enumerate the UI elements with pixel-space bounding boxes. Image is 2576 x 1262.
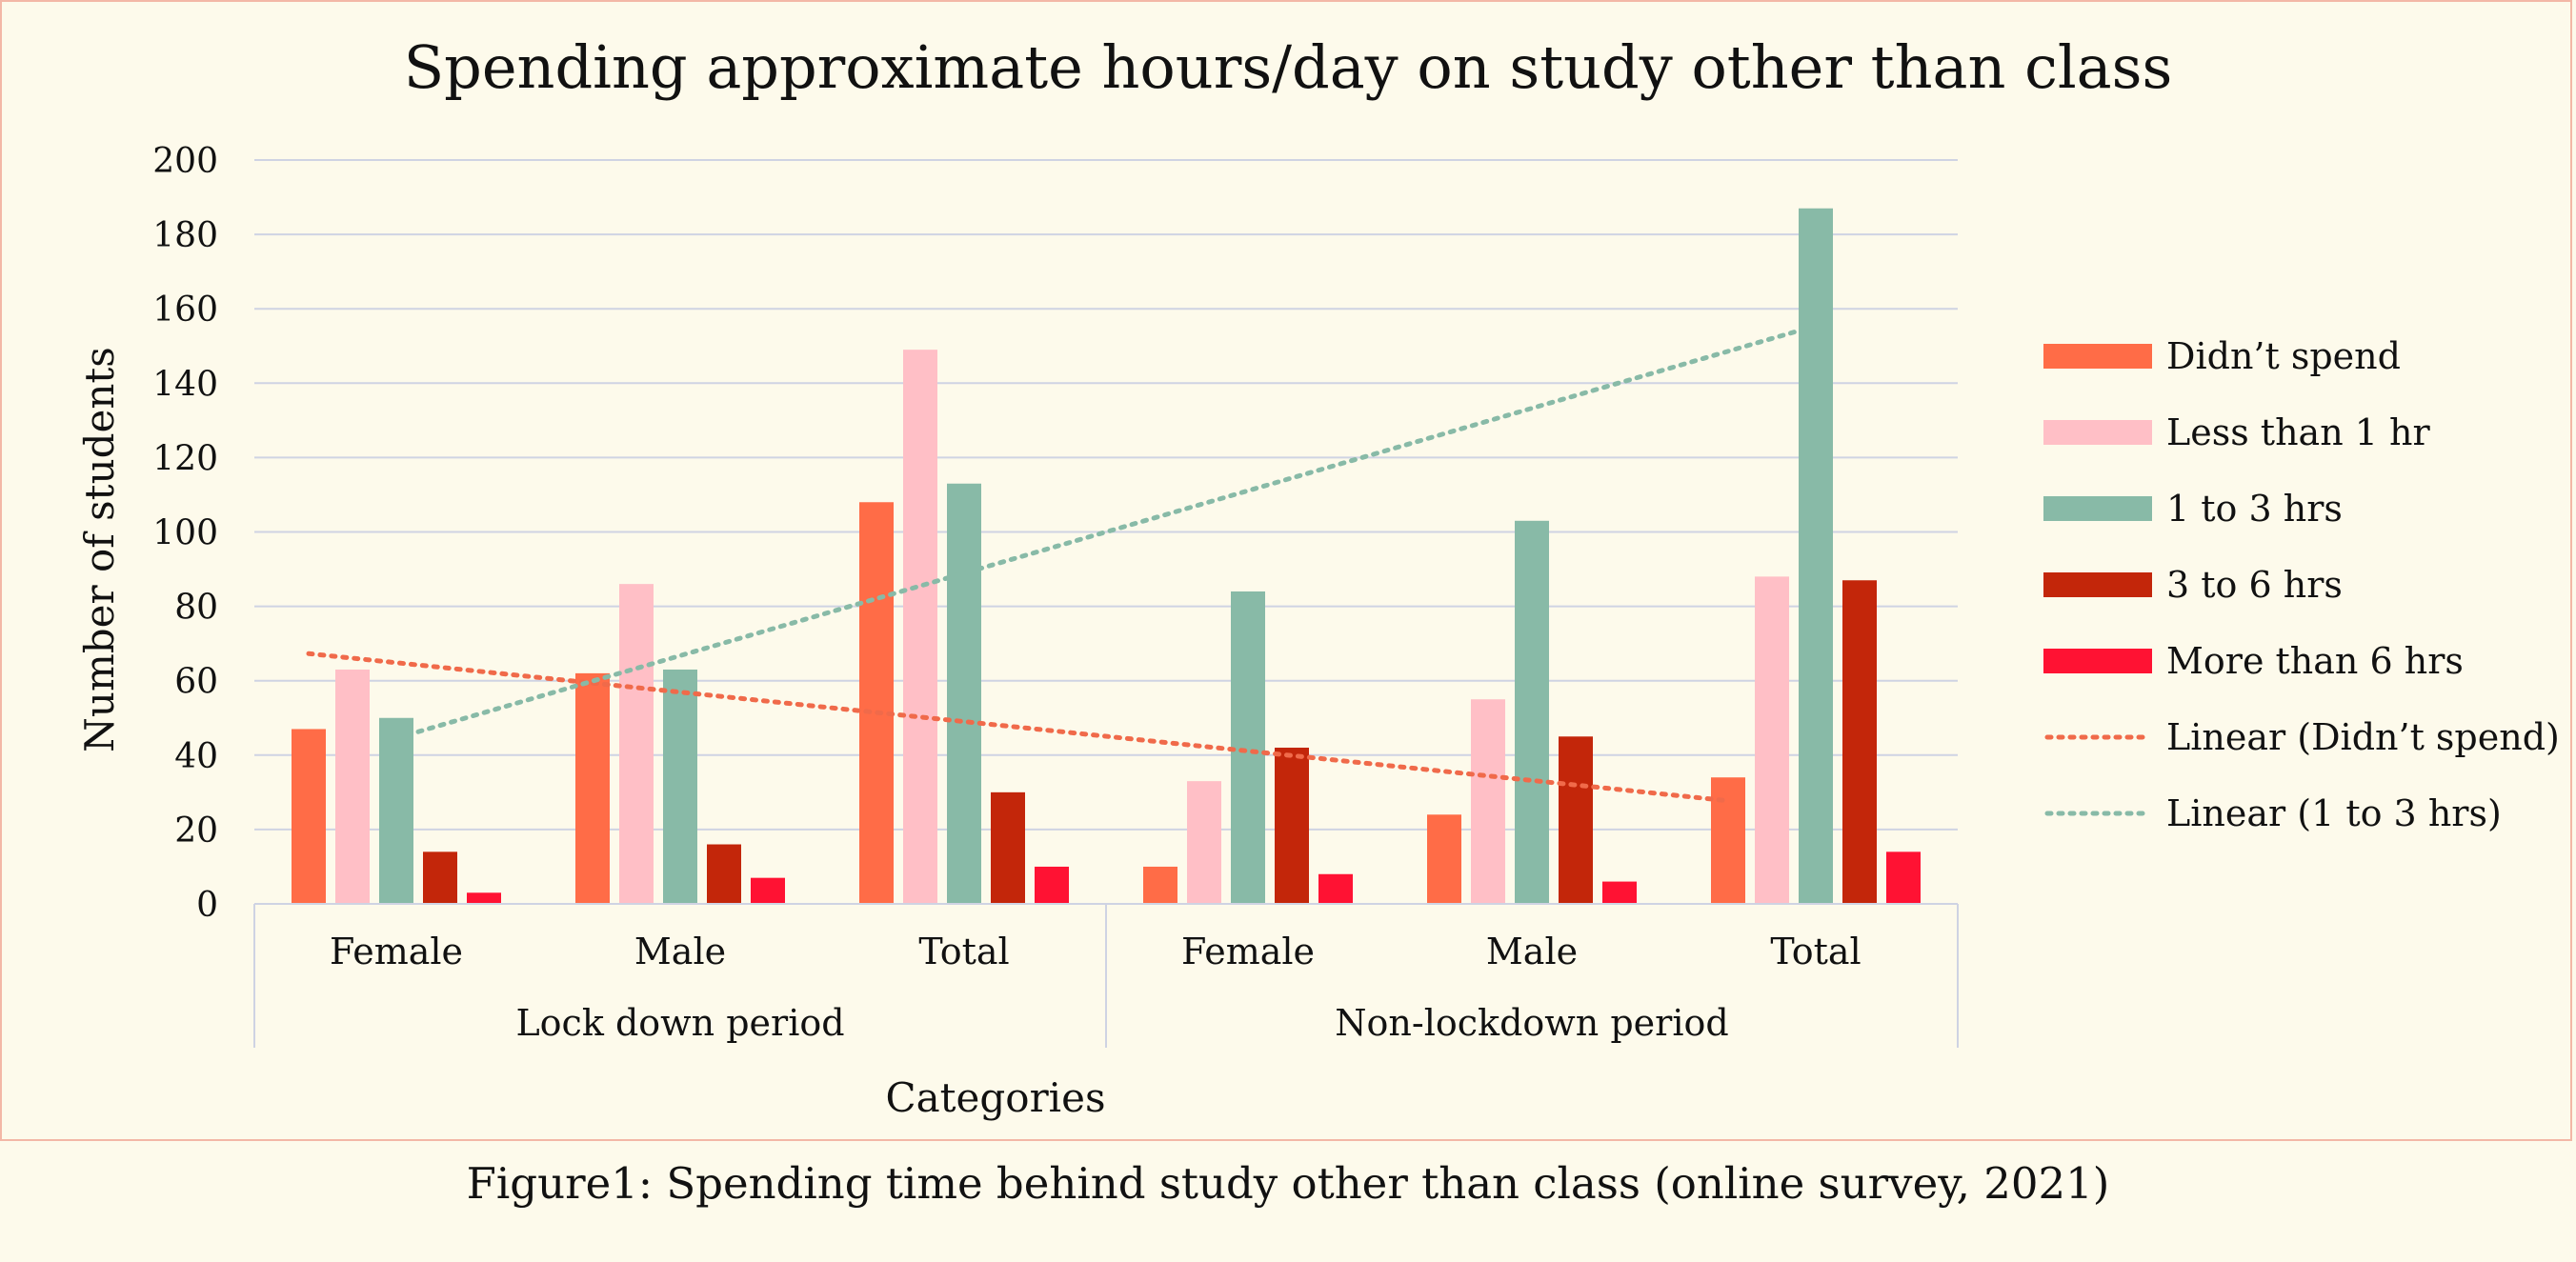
y-tick-label: 200	[152, 142, 218, 181]
bar	[903, 350, 937, 904]
y-tick-label: 140	[152, 365, 218, 404]
y-axis-label: Number of students	[76, 347, 123, 752]
bar	[751, 877, 785, 904]
bar	[379, 717, 413, 904]
x-tick-label: Total	[1770, 931, 1861, 972]
bar	[575, 672, 610, 904]
y-tick-label: 80	[174, 589, 218, 628]
x-tick-label: Female	[330, 931, 463, 972]
x-tick-label: Male	[634, 931, 726, 972]
legend-swatch	[2043, 420, 2152, 445]
legend-label: Linear (1 to 3 hrs)	[2166, 792, 2502, 834]
figure-caption: Figure1: Spending time behind study othe…	[466, 1158, 2110, 1209]
y-tick-label: 0	[196, 886, 218, 925]
bar	[1755, 576, 1789, 904]
legend-label: Linear (Didn’t spend)	[2166, 716, 2560, 758]
bar	[1427, 814, 1461, 904]
chart-title: Spending approximate hours/day on study …	[404, 32, 2173, 102]
y-tick-label: 180	[152, 216, 218, 255]
bar	[1886, 851, 1921, 904]
group-label: Non-lockdown period	[1335, 1002, 1728, 1044]
y-tick-label: 20	[174, 811, 218, 851]
x-tick-label: Total	[918, 931, 1009, 972]
legend-label: More than 6 hrs	[2166, 640, 2464, 682]
chart-panel: Spending approximate hours/day on study …	[0, 0, 2572, 1141]
bar	[707, 844, 741, 904]
x-axis-label: Categories	[886, 1074, 1106, 1121]
bar	[1318, 873, 1353, 904]
bar	[663, 669, 697, 904]
y-tick-label: 60	[174, 663, 218, 702]
bar-chart: Spending approximate hours/day on study …	[76, 32, 2560, 1121]
x-tick-label: Female	[1181, 931, 1315, 972]
bar	[1187, 781, 1221, 904]
bar	[1842, 580, 1877, 904]
bar	[1799, 208, 1833, 904]
bar	[947, 483, 981, 904]
y-tick-label: 100	[152, 514, 218, 553]
bar	[1711, 777, 1745, 904]
bar	[859, 502, 894, 904]
legend-label: Less than 1 hr	[2166, 411, 2430, 453]
bar	[991, 791, 1025, 904]
bar	[1602, 881, 1637, 904]
bar	[292, 729, 326, 904]
bar	[1515, 520, 1549, 904]
legend-swatch	[2043, 496, 2152, 521]
bar	[1231, 591, 1265, 904]
legend-label: Didn’t spend	[2166, 335, 2401, 377]
bar	[467, 892, 501, 904]
bar	[1035, 866, 1069, 904]
bar	[335, 669, 370, 904]
legend-swatch	[2043, 649, 2152, 673]
legend-swatch	[2043, 344, 2152, 369]
y-tick-label: 120	[152, 439, 218, 478]
bar	[1275, 747, 1309, 904]
bar	[1559, 736, 1593, 904]
bar	[1143, 866, 1177, 904]
bar	[619, 584, 654, 904]
x-tick-label: Male	[1486, 931, 1578, 972]
trendline	[306, 651, 1731, 804]
bar	[1471, 699, 1505, 904]
legend-label: 3 to 6 hrs	[2166, 564, 2343, 606]
group-label: Lock down period	[515, 1002, 844, 1044]
legend-label: 1 to 3 hrs	[2166, 488, 2343, 530]
y-tick-label: 160	[152, 290, 218, 330]
y-tick-label: 40	[174, 737, 218, 776]
legend-swatch	[2043, 572, 2152, 597]
bar	[423, 851, 457, 904]
